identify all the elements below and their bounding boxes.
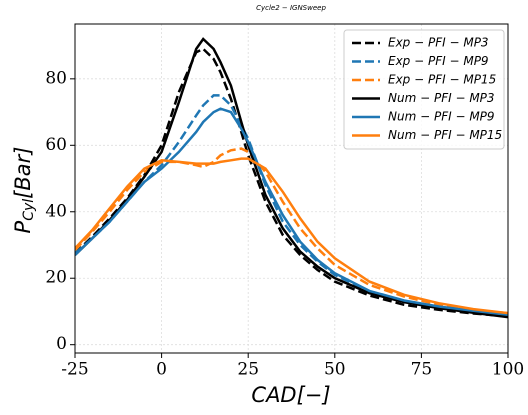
y-label-base: P xyxy=(11,220,35,233)
chart-title: Cycle2 − IGNSweep xyxy=(256,4,326,12)
y-label-rest: [Bar] xyxy=(11,147,35,199)
x-tick-label: 50 xyxy=(324,360,346,380)
x-tick-label: 25 xyxy=(237,360,259,380)
y-tick-label: 20 xyxy=(45,268,67,288)
legend-box xyxy=(343,29,505,150)
line xyxy=(75,157,508,315)
y-tick-label: 60 xyxy=(45,135,67,155)
legend-label: Exp − PFI − MP15 xyxy=(388,73,496,87)
y-axis-label: PCyl[Bar] xyxy=(11,147,37,234)
x-tick-label: 100 xyxy=(492,360,524,380)
plot-frame xyxy=(74,23,509,354)
line xyxy=(75,37,508,319)
x-tick-label: -25 xyxy=(61,360,88,380)
legend-label: Exp − PFI − MP9 xyxy=(388,54,489,68)
x-tick-label: 0 xyxy=(156,360,167,380)
line xyxy=(75,107,508,317)
y-tick-label: 40 xyxy=(45,201,67,221)
legend-label: Num − PFI − MP15 xyxy=(388,128,502,142)
x-tick-label: 75 xyxy=(411,360,433,380)
x-axis-label: CAD[−] xyxy=(251,383,330,407)
line xyxy=(75,147,508,315)
legend-label: Exp − PFI − MP3 xyxy=(388,36,489,50)
y-label-sub: Cyl xyxy=(21,199,37,221)
y-tick-label: 0 xyxy=(56,334,67,354)
legend-label: Num − PFI − MP9 xyxy=(388,110,495,124)
y-tick-label: 80 xyxy=(45,68,67,88)
legend-label: Num − PFI − MP3 xyxy=(388,91,495,105)
